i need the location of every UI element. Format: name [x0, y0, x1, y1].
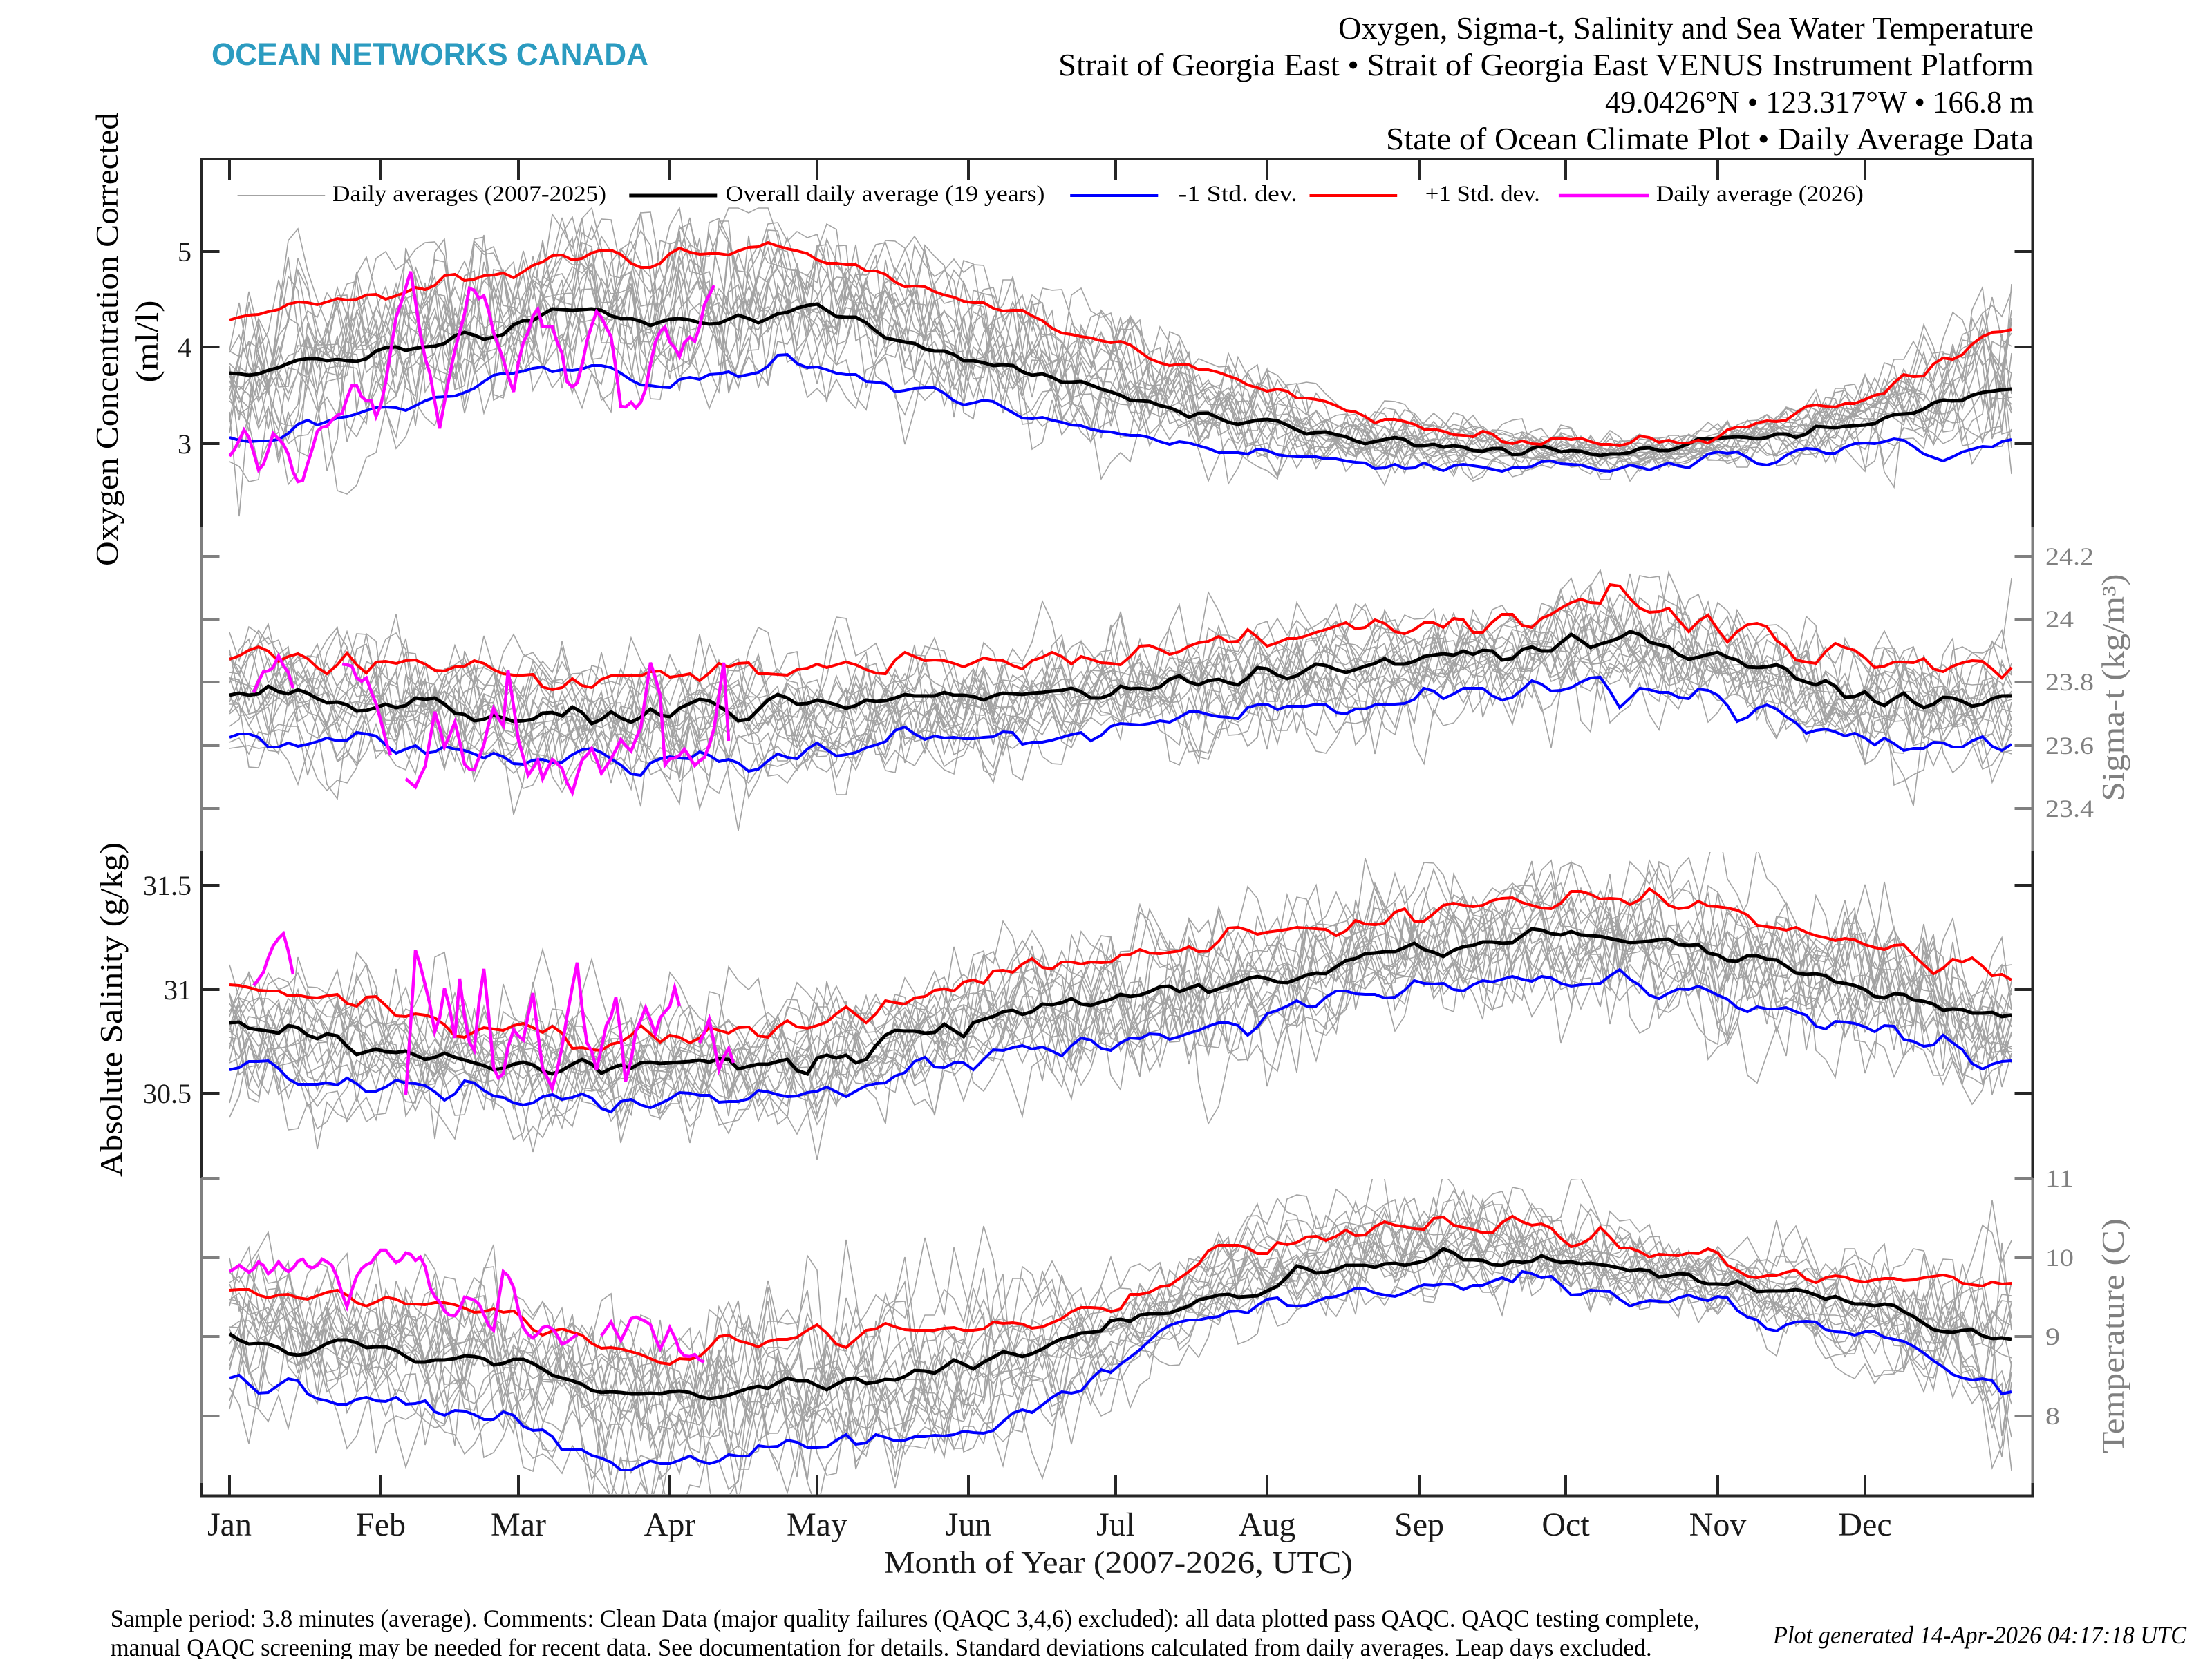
svg-text:23.6: 23.6: [2045, 732, 2094, 759]
svg-text:manual QAQC screening may be n: manual QAQC screening may be needed for …: [111, 1634, 1652, 1659]
svg-text:Jul: Jul: [1096, 1507, 1135, 1543]
svg-text:Oxygen Concentration Corrected: Oxygen Concentration Corrected: [89, 113, 124, 566]
svg-text:Temperature (C): Temperature (C): [2095, 1218, 2130, 1453]
svg-text:Oct: Oct: [1541, 1507, 1590, 1543]
svg-text:Daily averages (2007-2025): Daily averages (2007-2025): [332, 182, 606, 207]
svg-text:30.5: 30.5: [143, 1078, 191, 1109]
svg-text:Sigma-t (kg/m³): Sigma-t (kg/m³): [2095, 574, 2130, 802]
svg-text:Sample period: 3.8 minutes (av: Sample period: 3.8 minutes (average). Co…: [111, 1605, 1700, 1632]
svg-text:10: 10: [2045, 1244, 2074, 1272]
svg-text:(ml/l): (ml/l): [129, 301, 165, 383]
svg-text:31.5: 31.5: [143, 870, 191, 901]
svg-text:Month of Year (2007-2026, UTC): Month of Year (2007-2026, UTC): [884, 1545, 1353, 1580]
svg-text:8: 8: [2045, 1402, 2060, 1430]
svg-text:24: 24: [2045, 605, 2074, 633]
svg-text:Plot generated 14-Apr-2026 04:: Plot generated 14-Apr-2026 04:17:18 UTC: [1772, 1621, 2187, 1649]
svg-text:Apr: Apr: [644, 1507, 696, 1543]
svg-text:Jun: Jun: [946, 1507, 992, 1543]
svg-text:Nov: Nov: [1689, 1507, 1747, 1543]
svg-text:49.0426°N • 123.317°W • 166.8: 49.0426°N • 123.317°W • 166.8 m: [1605, 84, 2034, 120]
svg-text:Strait of Georgia East • Strai: Strait of Georgia East • Strait of Georg…: [1058, 47, 2034, 82]
svg-text:Daily average (2026): Daily average (2026): [1656, 182, 1864, 207]
svg-text:OCEAN NETWORKS CANADA: OCEAN NETWORKS CANADA: [212, 37, 648, 72]
svg-text:Aug: Aug: [1239, 1507, 1296, 1543]
svg-text:Absolute Salinity (g/kg): Absolute Salinity (g/kg): [93, 842, 129, 1177]
svg-text:State of Ocean Climate Plot •: State of Ocean Climate Plot • Daily Aver…: [1386, 121, 2034, 156]
svg-text:Dec: Dec: [1838, 1507, 1891, 1543]
svg-text:Oxygen, Sigma-t, Salinity and: Oxygen, Sigma-t, Salinity and Sea Water …: [1338, 10, 2034, 46]
svg-text:23.4: 23.4: [2045, 795, 2094, 822]
svg-text:+1 Std. dev.: +1 Std. dev.: [1425, 182, 1540, 207]
svg-text:5: 5: [178, 236, 191, 267]
svg-text:May: May: [787, 1507, 847, 1543]
svg-text:24.2: 24.2: [2045, 542, 2094, 570]
svg-text:Mar: Mar: [491, 1507, 546, 1543]
svg-text:23.8: 23.8: [2045, 668, 2094, 696]
svg-text:11: 11: [2045, 1164, 2074, 1192]
svg-text:3: 3: [178, 428, 191, 460]
svg-text:4: 4: [178, 332, 191, 363]
svg-text:-1 Std. dev.: -1 Std. dev.: [1179, 182, 1297, 207]
svg-text:31: 31: [164, 974, 191, 1005]
svg-text:Sep: Sep: [1394, 1507, 1444, 1543]
svg-text:Jan: Jan: [207, 1507, 252, 1543]
svg-text:Overall daily average (19 year: Overall daily average (19 years): [726, 182, 1045, 207]
svg-text:Feb: Feb: [356, 1507, 406, 1543]
svg-text:9: 9: [2045, 1323, 2060, 1350]
